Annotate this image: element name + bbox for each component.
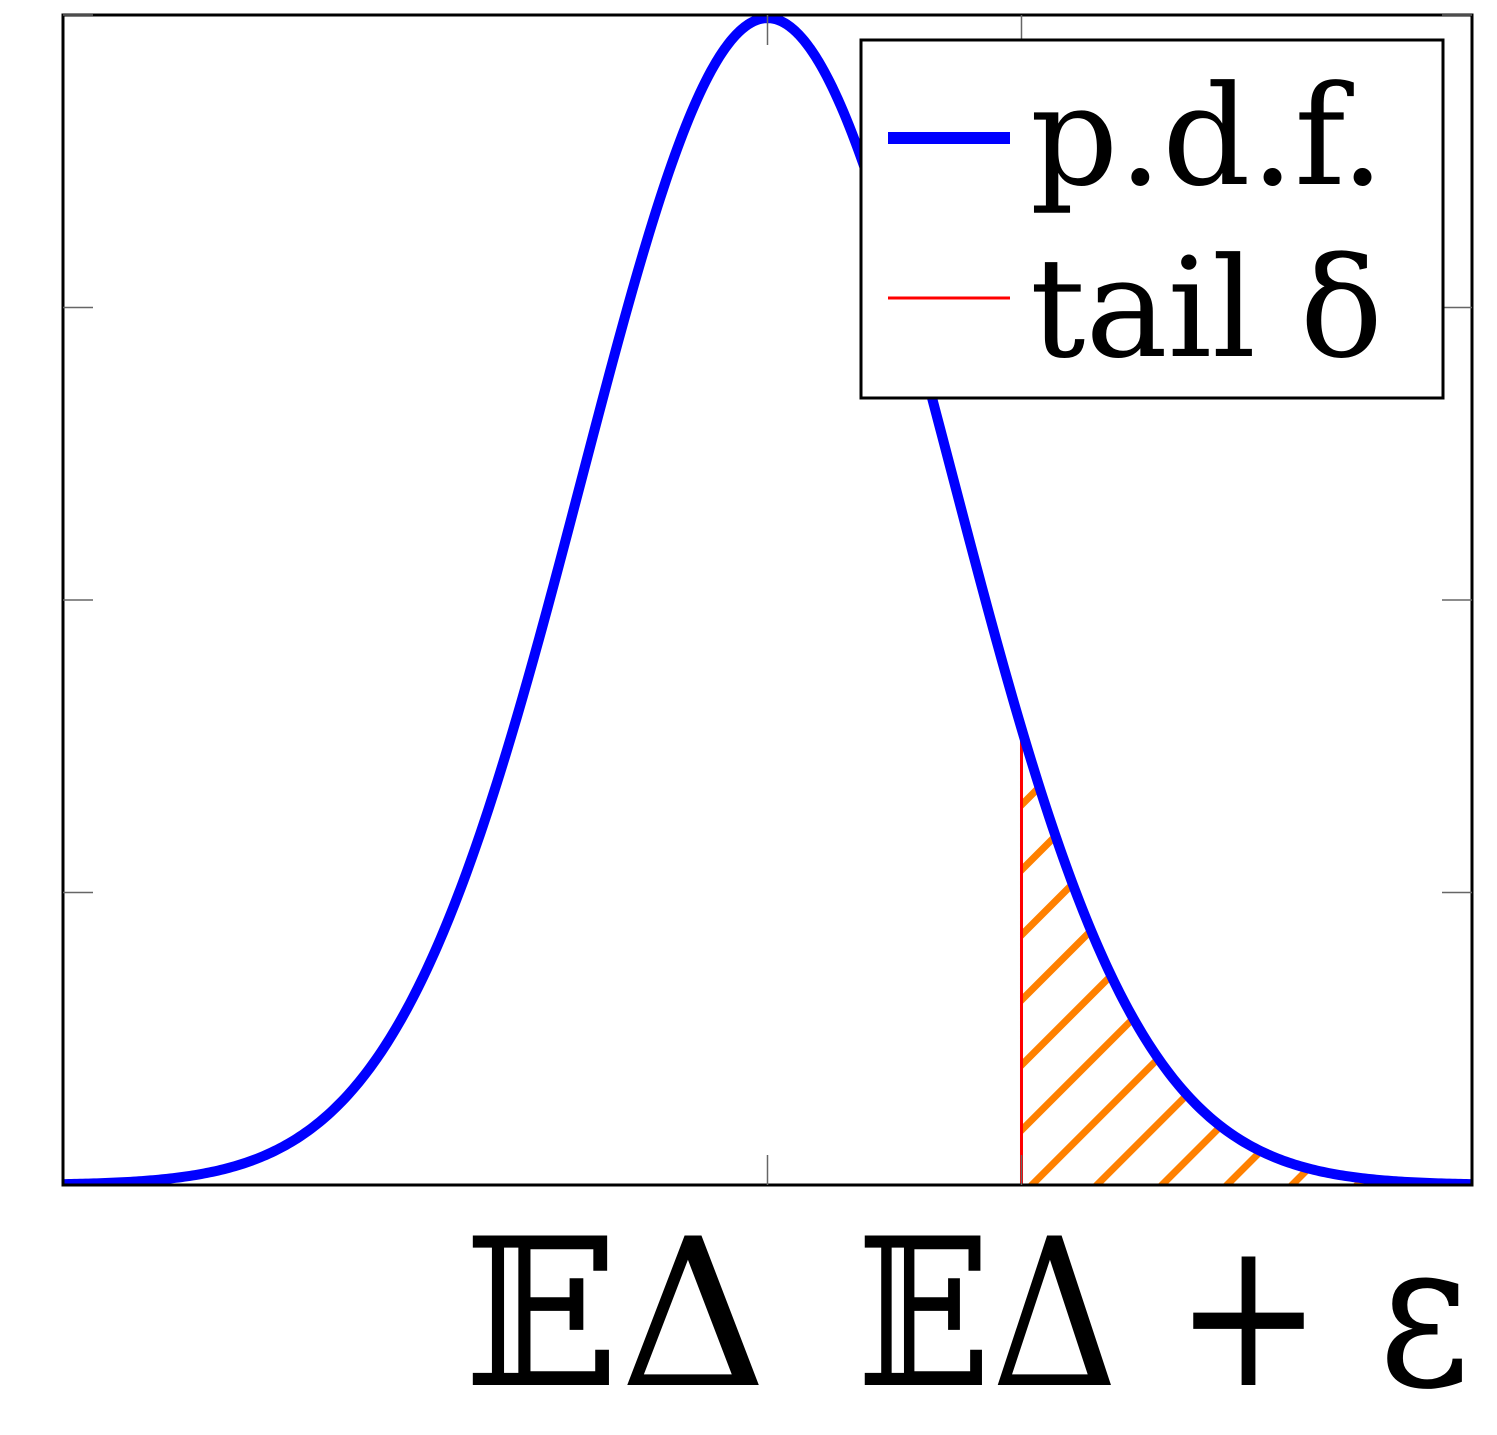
legend-label-pdf: p.d.f. (1030, 56, 1384, 217)
tail-hatch-fill (1021, 728, 1472, 1185)
legend: p.d.f. tail δ (859, 38, 1445, 400)
axis-ticks (63, 14, 1472, 1185)
tail-area (1019, 728, 1472, 1185)
x-tick-label-threshold: 𝔼Δ + ε (856, 1196, 1469, 1434)
legend-label-tail: tail δ (1030, 228, 1383, 389)
x-tick-labels: 𝔼Δ 𝔼Δ + ε (463, 1196, 1470, 1434)
x-tick-label-mean: 𝔼Δ (463, 1196, 767, 1434)
legend-box (859, 38, 1445, 400)
